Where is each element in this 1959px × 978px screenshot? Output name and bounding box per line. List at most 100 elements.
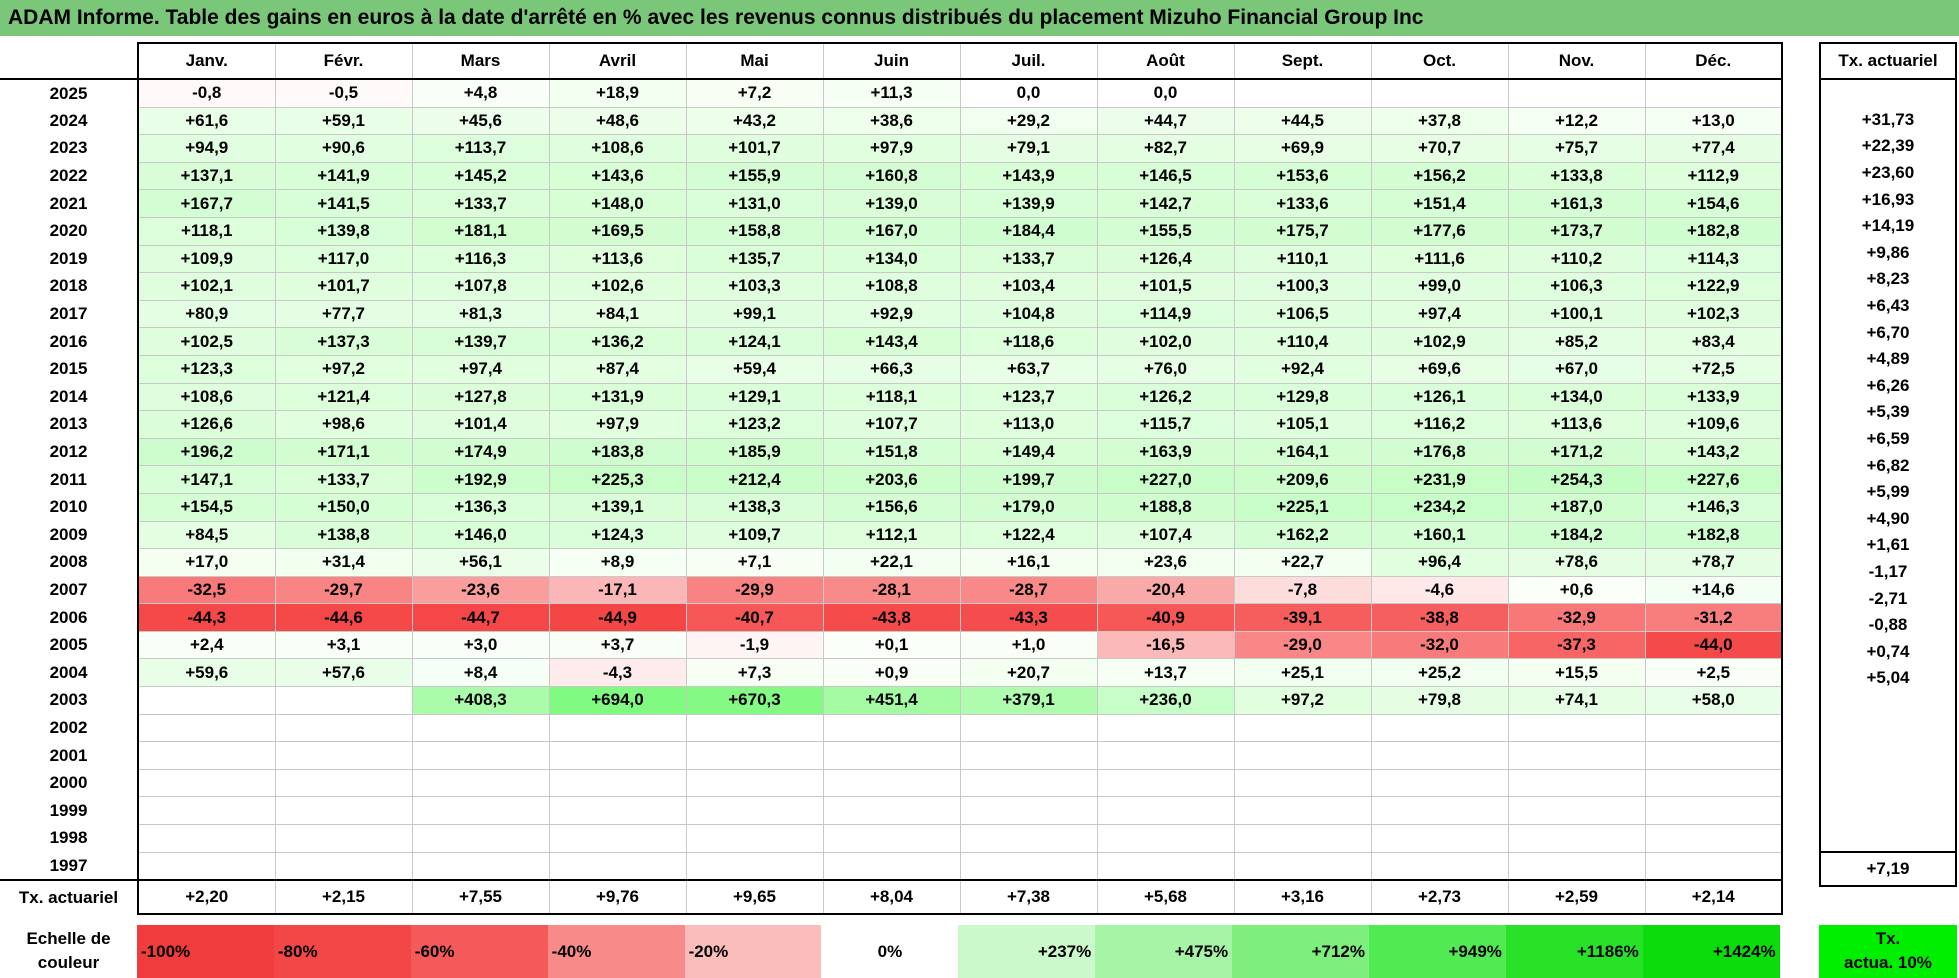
- year-label: 2008: [49, 552, 88, 572]
- value-cell: +173,7: [1507, 216, 1646, 246]
- table-row: 1997: [0, 851, 1783, 881]
- year-label: 2022: [49, 166, 88, 186]
- value-cell: +127,8: [411, 382, 550, 412]
- value-cell: +25,2: [1370, 658, 1509, 688]
- table-row: 2006 -44,3 -44,6 -44,7 -44,9 -40,7 -43,8 -43,3-…: [0, 603, 1783, 632]
- value-cell: [137, 686, 276, 715]
- value-cell: +184,2: [1507, 520, 1646, 550]
- legend-cell: -20%: [684, 925, 822, 978]
- value-cell: +97,4: [411, 354, 550, 384]
- actuarial-cell: +6,59: [1819, 425, 1957, 453]
- value-cell: [685, 851, 824, 881]
- value-cell: -44,3: [137, 603, 276, 632]
- value-cell: +0,6: [1507, 575, 1646, 605]
- value-cell: +108,6: [548, 134, 687, 163]
- value-cell: +101,7: [685, 134, 824, 163]
- value-cell: [411, 713, 550, 743]
- value-cell: +13,0: [1644, 106, 1783, 136]
- value-cell: +7,2: [685, 78, 824, 108]
- value-cell: +225,1: [1233, 492, 1372, 522]
- value-cell: +143,6: [548, 161, 687, 191]
- value-cell: +124,1: [685, 327, 824, 356]
- value-cell: [274, 686, 413, 715]
- value-cell: -17,1: [548, 575, 687, 605]
- month-header: Juin: [822, 42, 961, 80]
- actuarial-header: Tx. actuariel: [1819, 42, 1957, 80]
- value-cell: +129,8: [1233, 382, 1372, 412]
- value-cell: +174,9: [411, 437, 550, 467]
- value-cell: -29,7: [274, 575, 413, 605]
- value-cell: -40,9: [1096, 603, 1235, 632]
- value-cell: +97,9: [822, 134, 961, 163]
- value-cell: +18,9: [548, 78, 687, 108]
- month-header: Mars: [411, 42, 550, 80]
- table-row: 2007 -32,5 -29,7 -23,6 -17,1 -29,9 -28,1 -28,7-…: [0, 575, 1783, 605]
- value-cell: +142,7: [1096, 189, 1235, 218]
- value-cell: +153,6: [1233, 161, 1372, 191]
- value-cell: -38,8: [1370, 603, 1509, 632]
- value-cell: +97,4: [1370, 299, 1509, 329]
- value-cell: +163,9: [1096, 437, 1235, 467]
- value-cell: +1,0: [959, 630, 1098, 660]
- month-header: Janv.: [137, 42, 276, 80]
- value-cell: +145,2: [411, 161, 550, 191]
- value-cell: -29,0: [1233, 630, 1372, 660]
- value-cell: +103,4: [959, 272, 1098, 301]
- value-cell: +110,2: [1507, 244, 1646, 274]
- value-cell: [1644, 78, 1783, 108]
- value-cell: +67,0: [1507, 354, 1646, 384]
- value-cell: [548, 768, 687, 798]
- value-cell: +154,6: [1644, 189, 1783, 218]
- value-cell: +84,5: [137, 520, 276, 550]
- value-cell: +133,7: [411, 189, 550, 218]
- value-cell: +107,7: [822, 410, 961, 439]
- table-row: 2016 +102,5 +137,3 +139,7 +136,2 +124,1 +143,4…: [0, 327, 1783, 356]
- value-cell: +670,3: [685, 686, 824, 715]
- actuarial-cell: [1819, 79, 1957, 107]
- value-cell: +225,3: [548, 465, 687, 494]
- year-label: 1999: [49, 800, 88, 820]
- actuarial-cell: +23,60: [1819, 159, 1957, 187]
- value-cell: +44,7: [1096, 106, 1235, 136]
- value-cell: [274, 768, 413, 798]
- actuarial-cell: [1819, 744, 1957, 772]
- value-cell: [685, 741, 824, 770]
- value-cell: +101,7: [274, 272, 413, 301]
- value-cell: -0,8: [137, 78, 276, 108]
- month-header: Oct.: [1370, 42, 1509, 80]
- value-cell: +126,4: [1096, 244, 1235, 274]
- value-cell: +29,2: [959, 106, 1098, 136]
- value-cell: [1233, 741, 1372, 770]
- value-cell: +101,4: [411, 410, 550, 439]
- actuarial-total: +7,19: [1819, 851, 1957, 888]
- value-cell: +106,5: [1233, 299, 1372, 329]
- value-cell: +0,9: [822, 658, 961, 688]
- actuarial-cell: [1819, 771, 1957, 799]
- value-cell: +136,2: [548, 327, 687, 356]
- value-cell: [959, 768, 1098, 798]
- value-cell: +99,0: [1370, 272, 1509, 301]
- value-cell: +20,7: [959, 658, 1098, 688]
- value-cell: -0,5: [274, 78, 413, 108]
- value-cell: [411, 796, 550, 826]
- year-label: 2015: [49, 359, 88, 379]
- value-cell: +138,8: [274, 520, 413, 550]
- value-cell: [822, 768, 961, 798]
- year-label: 2001: [49, 745, 88, 765]
- value-cell: +133,9: [1644, 382, 1783, 412]
- value-cell: [1233, 768, 1372, 798]
- actuarial-cell: [1819, 824, 1957, 853]
- value-cell: +37,8: [1370, 106, 1509, 136]
- value-cell: +77,7: [274, 299, 413, 329]
- total-cell: +5,68: [1096, 879, 1235, 916]
- value-cell: -29,9: [685, 575, 824, 605]
- value-cell: [1096, 796, 1235, 826]
- year-label: 2023: [49, 138, 88, 158]
- value-cell: -31,2: [1644, 603, 1783, 632]
- year-label: 2017: [49, 304, 88, 324]
- value-cell: +155,5: [1096, 216, 1235, 246]
- table-row: 2015 +123,3 +97,2 +97,4 +87,4 +59,4 +66,3 +63,7…: [0, 354, 1783, 384]
- table-row: 2020 +118,1 +139,8 +181,1 +169,5 +158,8 +167,0…: [0, 216, 1783, 246]
- value-cell: +72,5: [1644, 354, 1783, 384]
- value-cell: +139,7: [411, 327, 550, 356]
